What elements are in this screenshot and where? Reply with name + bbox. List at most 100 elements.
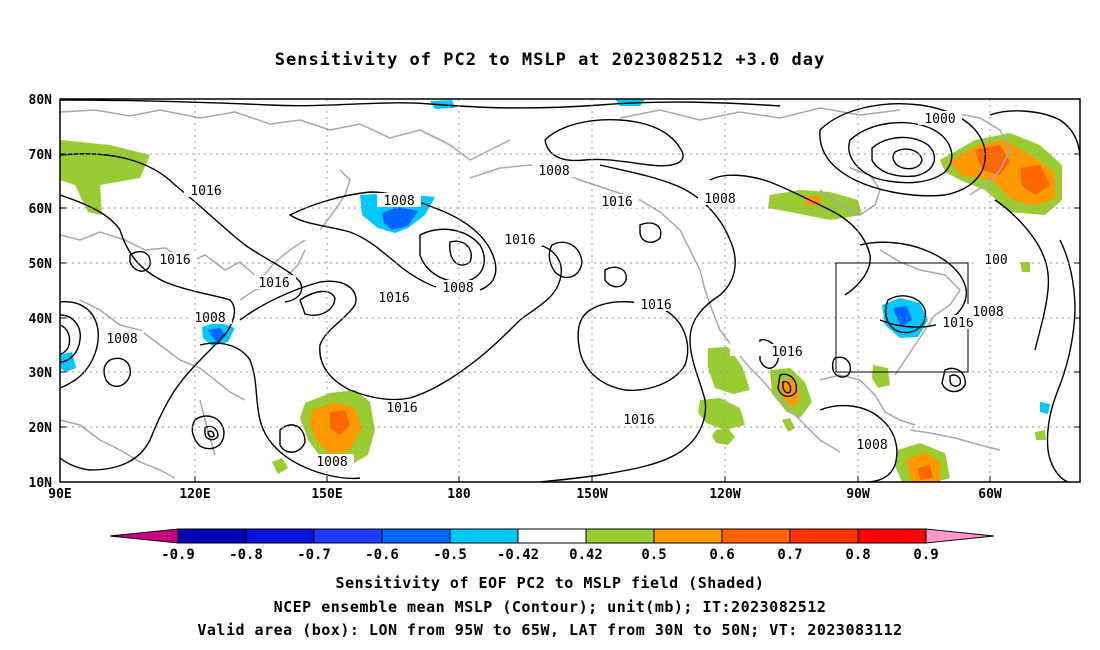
lat-label: 20N bbox=[29, 421, 53, 436]
svg-text:1008: 1008 bbox=[856, 438, 887, 453]
shade-green-region bbox=[872, 365, 890, 388]
coastline-southeast-asia bbox=[60, 419, 176, 479]
shade-red-region bbox=[330, 410, 350, 435]
coastline-caribbean bbox=[909, 429, 1001, 451]
contour-line bbox=[759, 339, 779, 369]
svg-text:1016: 1016 bbox=[159, 253, 190, 268]
colorbar-label: 0.5 bbox=[641, 547, 666, 563]
svg-text:1008: 1008 bbox=[194, 311, 225, 326]
contour-line bbox=[1046, 239, 1076, 482]
svg-text:1016: 1016 bbox=[190, 184, 221, 199]
contour-line bbox=[419, 228, 485, 283]
contour-label: 100 bbox=[974, 252, 1018, 268]
contour-label: 1016 bbox=[595, 194, 639, 210]
contour-line bbox=[604, 266, 627, 288]
svg-text:1016: 1016 bbox=[640, 298, 671, 313]
contour-label: 1016 bbox=[634, 297, 678, 313]
colorbar-swatch bbox=[245, 528, 315, 544]
lon-label: 90W bbox=[846, 487, 870, 502]
lat-label: 40N bbox=[29, 312, 53, 327]
contour-line bbox=[60, 194, 235, 471]
contour-line bbox=[539, 164, 736, 482]
colorbar-swatch bbox=[517, 528, 587, 544]
contour-label: 1016 bbox=[380, 400, 424, 416]
contour-line bbox=[544, 118, 684, 167]
colorbar-swatch bbox=[789, 528, 859, 544]
lon-label: 150W bbox=[576, 487, 607, 502]
shade-red-region bbox=[918, 465, 933, 480]
svg-text:1008: 1008 bbox=[704, 192, 735, 207]
coastline-bering bbox=[419, 129, 511, 161]
map-title: Sensitivity of PC2 to MSLP at 2023082512… bbox=[274, 50, 826, 70]
lon-label: 120E bbox=[179, 487, 210, 502]
lat-label: 70N bbox=[29, 148, 53, 163]
contour-line bbox=[299, 290, 336, 316]
contour-line bbox=[207, 430, 215, 438]
colorbar-label: -0.9 bbox=[161, 547, 195, 563]
colorbar-swatch bbox=[313, 528, 383, 544]
caption-shading: Sensitivity of EOF PC2 to MSLP field (Sh… bbox=[335, 574, 765, 592]
contour-line bbox=[60, 99, 781, 109]
svg-text:1016: 1016 bbox=[378, 291, 409, 306]
lon-label: 150E bbox=[311, 487, 342, 502]
contour-line bbox=[859, 241, 967, 328]
colorbar-swatch bbox=[449, 528, 519, 544]
svg-text:1008: 1008 bbox=[442, 281, 473, 296]
colorbar: -0.9 -0.8 -0.7 -0.6 -0.5 -0.42 0.42 0.5 0.6 0.7 0.… bbox=[109, 528, 995, 563]
shade-green-region bbox=[1035, 430, 1046, 440]
svg-text:1008: 1008 bbox=[972, 305, 1003, 320]
svg-text:1016: 1016 bbox=[258, 276, 289, 291]
coastline-north-america-east bbox=[879, 249, 961, 376]
contour-label: 1008 bbox=[188, 310, 232, 326]
lon-label: 120W bbox=[709, 487, 740, 502]
lat-label: 80N bbox=[29, 93, 53, 108]
contour-label: 1008 bbox=[532, 163, 576, 179]
contour-line bbox=[60, 301, 99, 389]
contour-line bbox=[60, 314, 81, 363]
colorbar-label: -0.5 bbox=[433, 547, 467, 563]
contour-line bbox=[777, 373, 797, 398]
colorbar-label: 0.6 bbox=[709, 547, 734, 563]
svg-text:1016: 1016 bbox=[623, 413, 654, 428]
lon-label: 180 bbox=[447, 487, 471, 502]
contour-line bbox=[782, 380, 792, 394]
contour-line bbox=[892, 148, 923, 170]
colorbar-swatch bbox=[585, 528, 655, 544]
contour-line bbox=[279, 424, 306, 453]
coastline-asia-east bbox=[60, 231, 306, 282]
shade-blue-core bbox=[382, 207, 418, 230]
caption-contour: NCEP ensemble mean MSLP (Contour); unit(… bbox=[273, 598, 827, 616]
contour-label: 1008 bbox=[436, 280, 480, 296]
shade-green-region bbox=[782, 418, 795, 432]
shade-green-region bbox=[272, 458, 288, 474]
map-border bbox=[59, 98, 1081, 483]
colorbar-swatch bbox=[721, 528, 791, 544]
contour-line bbox=[831, 356, 852, 378]
map-frame-bg bbox=[60, 99, 1080, 482]
contour-label: 1016 bbox=[936, 315, 980, 331]
colorbar-label: -0.42 bbox=[497, 547, 539, 563]
contour-label: 1008 bbox=[100, 331, 144, 347]
lon-label: 60W bbox=[978, 487, 1002, 502]
colorbar-label: 0.42 bbox=[569, 547, 603, 563]
shade-green-region bbox=[708, 347, 750, 394]
coastline-canada-arctic bbox=[619, 107, 901, 121]
contour-line bbox=[239, 244, 562, 401]
coastline-gulf bbox=[819, 374, 916, 426]
coastline-kamchatka bbox=[319, 169, 351, 231]
lat-label: 50N bbox=[29, 257, 53, 272]
colorbar-label: 0.9 bbox=[913, 547, 938, 563]
contour-labels: 1000 1008 1008 1008 1008 1008 1008 1008 … bbox=[100, 111, 1018, 470]
shade-green-region bbox=[712, 428, 735, 445]
contour-label: 1016 bbox=[153, 252, 197, 268]
contour-label: 1016 bbox=[372, 290, 416, 306]
contour-label: 1016 bbox=[252, 275, 296, 291]
contour-line bbox=[709, 174, 871, 296]
contour-line bbox=[191, 415, 225, 450]
colorbar-label: 0.8 bbox=[845, 547, 870, 563]
latitude-labels: 80N 70N 60N 50N 40N 30N 20N 10N bbox=[29, 93, 53, 491]
sensitivity-shading bbox=[60, 99, 1062, 482]
colorbar-swatch bbox=[857, 528, 927, 544]
colorbar-high-triangle bbox=[925, 528, 995, 544]
contour-line bbox=[871, 136, 936, 178]
